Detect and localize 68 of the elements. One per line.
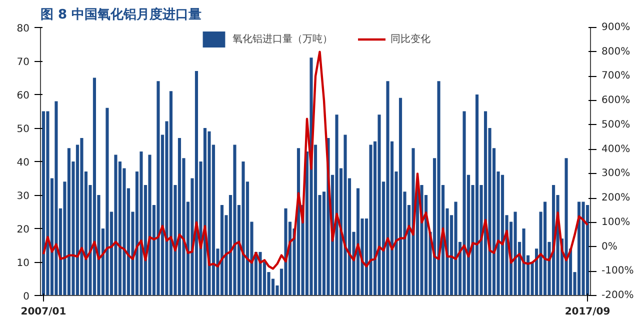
bar — [194, 71, 198, 296]
y-tick-label: 10 — [16, 258, 30, 269]
bar — [356, 188, 360, 296]
bar — [543, 202, 547, 296]
bar — [522, 228, 526, 296]
bar — [148, 154, 152, 296]
bar — [258, 252, 262, 296]
bar — [475, 94, 479, 296]
y-tick-label: 20 — [16, 224, 30, 236]
y2-tick-label: 0% — [602, 241, 618, 252]
y2-tick-label: -100% — [602, 266, 634, 277]
legend-label: 氧化铝进口量（万吨） — [232, 32, 332, 46]
y2-tick-label: 200% — [602, 192, 630, 204]
bar — [437, 81, 440, 296]
bar — [564, 158, 568, 296]
bar — [454, 202, 458, 296]
x-tick-label: 2007/01 — [20, 306, 66, 318]
y-tick-label: 70 — [16, 57, 30, 68]
line-series — [42, 50, 589, 270]
y2-tick-label: 900% — [602, 22, 630, 33]
bar — [398, 98, 402, 296]
bar — [208, 131, 211, 296]
bar — [514, 212, 517, 296]
bar — [378, 114, 381, 296]
bar — [335, 114, 338, 296]
y2-tick-label: 600% — [602, 95, 630, 106]
bar — [233, 144, 236, 296]
y-tick-label: 40 — [16, 158, 30, 168]
bar — [386, 81, 390, 296]
bar — [178, 138, 182, 296]
y2-tick-label: 500% — [602, 119, 630, 130]
bar — [46, 111, 50, 296]
bar — [80, 138, 84, 296]
bar — [203, 128, 207, 296]
legend-label: 同比变化 — [390, 32, 430, 46]
y2-tick-label: 400% — [602, 144, 630, 155]
y2-tick-label: 100% — [602, 216, 630, 228]
bar — [114, 154, 118, 296]
y2-tick-label: 700% — [602, 70, 630, 82]
bar — [106, 108, 109, 296]
bar — [54, 101, 58, 296]
bar — [42, 111, 46, 296]
bar — [577, 202, 581, 296]
y-tick-label: 50 — [16, 124, 30, 135]
bar — [484, 111, 488, 296]
bar — [500, 174, 504, 296]
bar — [220, 205, 224, 296]
y2-tick-label: 800% — [602, 46, 630, 58]
y2-tick-label: 300% — [602, 168, 630, 180]
bar — [156, 81, 160, 296]
y2-tick-label: -200% — [602, 290, 634, 301]
chart-title: 图 8 中国氧化铝月度进口量 — [40, 6, 202, 22]
bar — [582, 202, 585, 296]
bar — [169, 91, 173, 296]
bar — [140, 151, 143, 296]
y-tick-label: 80 — [16, 24, 30, 34]
bar — [242, 162, 245, 296]
bar — [67, 148, 71, 296]
y-tick-label: 30 — [16, 191, 30, 202]
bar — [586, 205, 590, 296]
y-tick-label: 0 — [23, 292, 30, 302]
y-tick-label: 60 — [16, 90, 30, 102]
bar — [462, 111, 466, 296]
bar — [344, 134, 347, 296]
bar — [284, 208, 288, 296]
bar — [369, 144, 372, 296]
x-tick-label: 2017/09 — [564, 306, 610, 318]
bar — [92, 78, 96, 296]
